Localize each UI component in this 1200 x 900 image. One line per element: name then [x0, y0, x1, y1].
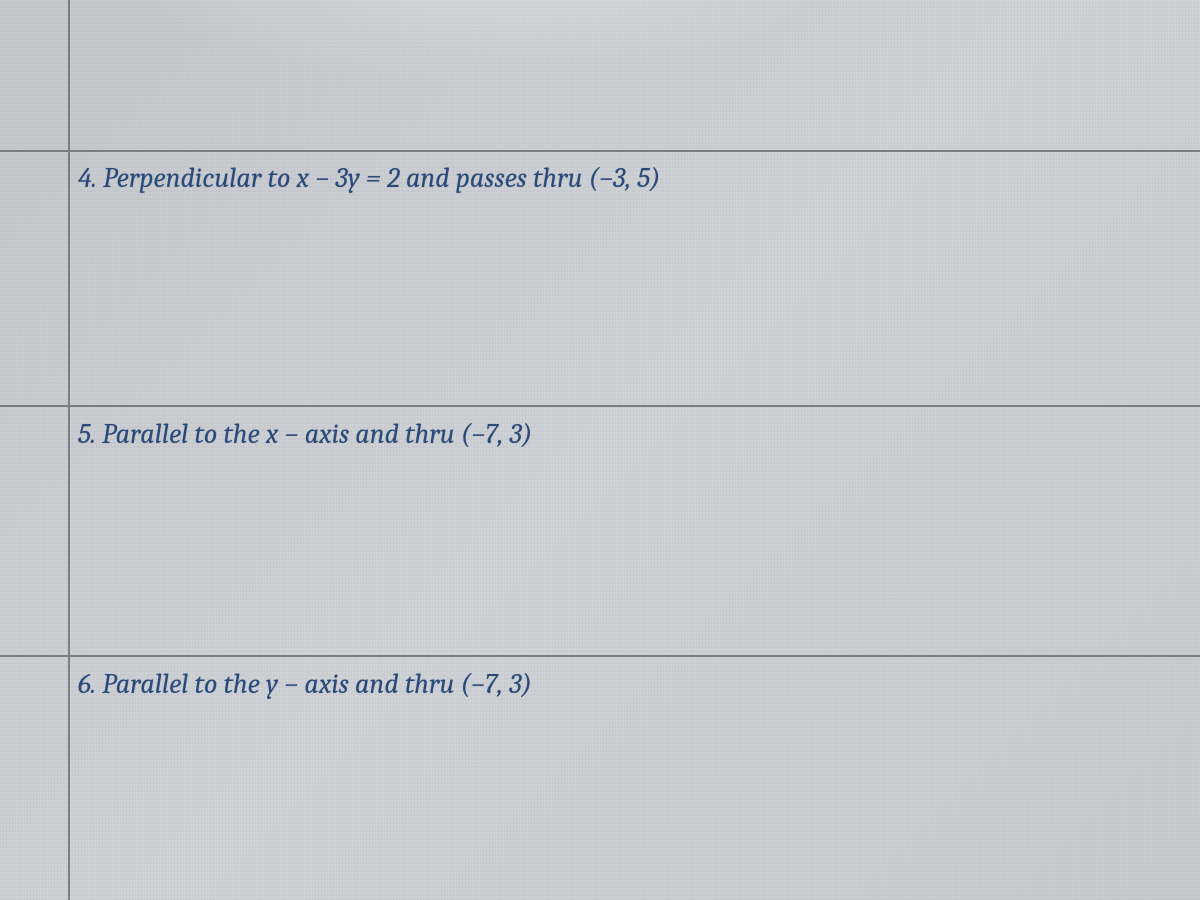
problem-text: Parallel to the y − axis and thru (−7, 3…: [102, 668, 532, 700]
moire-pattern-overlay: [0, 0, 1200, 900]
screen-glare-overlay: [0, 0, 1200, 180]
problem-text: Perpendicular to x − 3y = 2 and passes t…: [103, 162, 660, 194]
worksheet-page: 4. Perpendicular to x − 3y = 2 and passe…: [0, 0, 1200, 900]
table-left-margin-line: [68, 0, 70, 900]
problem-row-4: 4. Perpendicular to x − 3y = 2 and passe…: [78, 162, 660, 194]
table-row-divider: [0, 150, 1200, 152]
problem-row-6: 6. Parallel to the y − axis and thru (−7…: [78, 668, 532, 700]
problem-number: 6.: [78, 668, 102, 700]
table-row-divider: [0, 655, 1200, 657]
problem-number: 4.: [78, 162, 103, 194]
problem-text: Parallel to the x − axis and thru (−7, 3…: [102, 418, 532, 450]
table-row-divider: [0, 405, 1200, 407]
problem-number: 5.: [78, 418, 102, 450]
problem-row-5: 5. Parallel to the x − axis and thru (−7…: [78, 418, 532, 450]
